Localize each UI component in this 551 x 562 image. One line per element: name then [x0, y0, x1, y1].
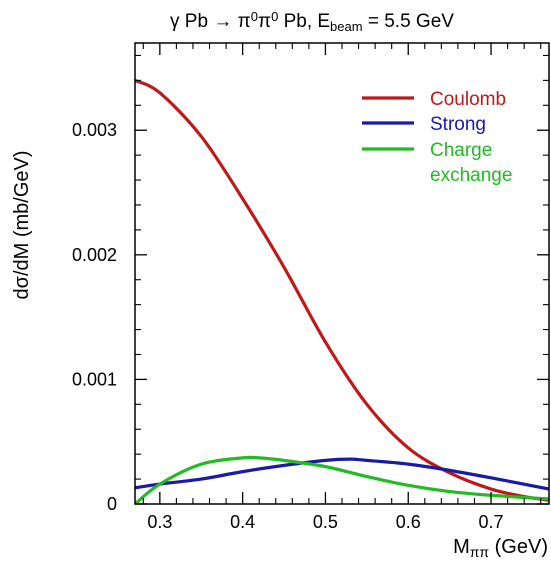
y-tick-label: 0.001 [72, 369, 117, 389]
y-tick-label: 0.003 [72, 120, 117, 140]
legend-label-charge-exchange: exchange [430, 165, 512, 186]
title-sup2: 0 [271, 9, 278, 24]
x-tick-label: 0.3 [147, 512, 172, 532]
x-axis-label: Mππ (GeV) [453, 536, 548, 560]
legend-label-coulomb: Coulomb [430, 89, 506, 110]
x-tick-label: 0.5 [313, 512, 338, 532]
legend-label-charge-exchange: Charge [430, 140, 492, 161]
y-tick-label: 0.002 [72, 245, 117, 265]
x-tick-labels: 0.3 0.4 0.5 0.6 0.7 [147, 512, 503, 532]
x-tick-label: 0.4 [230, 512, 255, 532]
title-after: Pb, E [278, 11, 330, 32]
y-tick-label: 0 [107, 494, 117, 514]
y-axis-label: dσ/dM (mb/GeV) [11, 150, 33, 299]
chart-title: γ Pb → π0π0 Pb, Ebeam = 5.5 GeV [170, 9, 454, 34]
x-axis-label-main: M [453, 536, 470, 558]
series-group [135, 78, 549, 504]
title-sup1: 0 [251, 9, 258, 24]
plot-area [134, 42, 550, 505]
plot-frame [134, 42, 550, 505]
legend-label-strong: Strong [430, 114, 486, 135]
title-prefix: γ Pb → π [170, 11, 251, 32]
x-axis-label-sub: ππ [470, 544, 490, 560]
series-line-coulomb [135, 78, 549, 502]
x-tick-label: 0.7 [479, 512, 504, 532]
title-mid: π [258, 11, 271, 32]
x-axis-label-unit: (GeV) [489, 536, 548, 558]
legend: Coulomb Strong Charge exchange [362, 89, 512, 186]
tick-group [135, 43, 549, 505]
series-line-strong [135, 457, 549, 491]
x-tick-label: 0.6 [396, 512, 421, 532]
title-suffix: = 5.5 GeV [363, 11, 455, 32]
y-tick-labels: 0 0.001 0.002 0.003 [72, 120, 117, 514]
series-line-charge-exchange [135, 455, 549, 504]
title-sub: beam [330, 19, 363, 34]
